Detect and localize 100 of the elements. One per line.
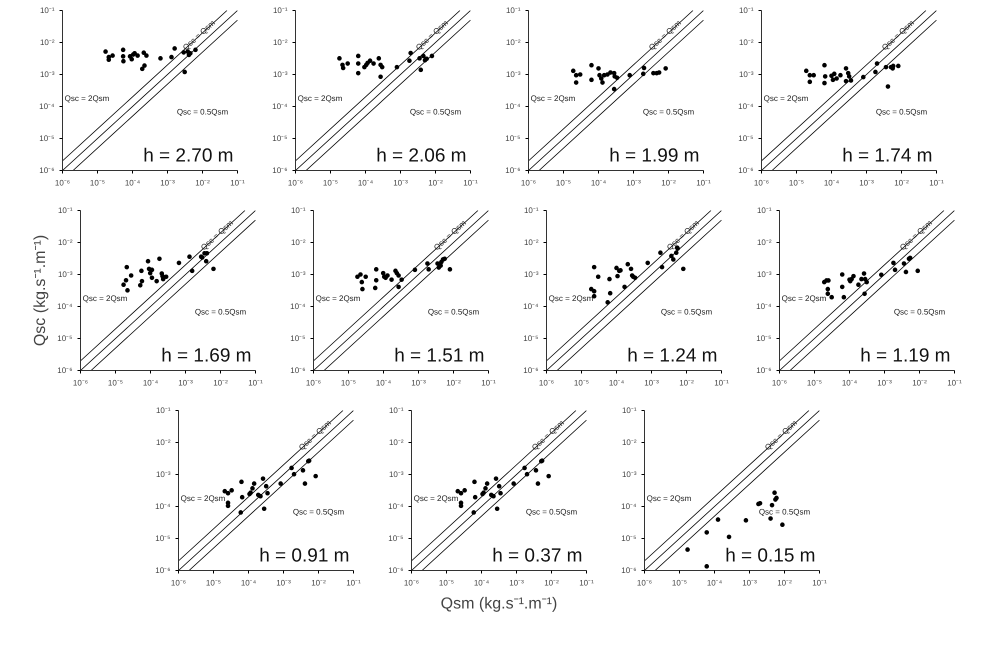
- y-tick-label: 10⁻²: [290, 238, 306, 247]
- y-tick-label: 10⁻⁶: [388, 566, 404, 575]
- annotation: h = 2.06 m: [376, 146, 467, 166]
- y-tick-label: 10⁻⁶: [523, 366, 539, 375]
- y-tick-label: 10⁻²: [622, 438, 637, 447]
- y-tick-label: 10⁻⁶: [290, 366, 306, 375]
- x-tick-label: 10⁻⁴: [240, 578, 257, 588]
- y-tick-label: 10⁻⁴: [738, 102, 754, 111]
- x-tick-label: 10⁻¹: [696, 178, 712, 188]
- x-tick-label: 10⁻⁵: [438, 578, 454, 588]
- y-tick-label: 10⁻⁶: [272, 166, 288, 175]
- y-tick-label: 10⁻²: [506, 38, 521, 47]
- annotation: Qsc = Qsm: [665, 218, 702, 252]
- y-tick-label: 10⁻³: [524, 270, 539, 279]
- annotation: Qsc = 2Qsm: [414, 494, 459, 503]
- y-tick-label: 10⁻¹: [756, 206, 772, 215]
- y-tick-label: 10⁻⁴: [290, 302, 306, 311]
- x-tick-label: 10⁻¹: [947, 378, 962, 388]
- annotation: Qsc = 2Qsm: [530, 94, 576, 103]
- y-tick-label: 10⁻⁴: [155, 502, 172, 511]
- annotation: Qsc = 2Qsm: [548, 294, 594, 303]
- y-tick-label: 10⁻³: [388, 470, 404, 479]
- annotation: Qsc = 0.5Qsm: [758, 508, 811, 517]
- y-tick-label: 10⁻⁶: [738, 166, 754, 175]
- y-tick-label: 10⁻¹: [156, 406, 171, 415]
- x-tick-label: 10⁻³: [178, 378, 194, 388]
- y-tick-label: 10⁻³: [272, 70, 288, 79]
- y-tick-label: 10⁻¹: [272, 6, 288, 15]
- y-tick-label: 10⁻³: [622, 470, 637, 479]
- y-tick-label: 10⁻⁵: [621, 534, 637, 543]
- y-tick-label: 10⁻¹: [388, 406, 404, 415]
- y-tick-label: 10⁻⁵: [290, 334, 306, 343]
- y-tick-label: 10⁻⁶: [505, 166, 521, 175]
- x-tick-label: 10⁻²: [195, 178, 210, 188]
- annotation: h = 1.69 m: [161, 346, 252, 366]
- y-tick-label: 10⁻⁴: [756, 302, 772, 311]
- y-tick-label: 10⁻²: [272, 38, 288, 47]
- annotation: Qsc = Qsm: [880, 18, 916, 52]
- y-tick-label: 10⁻²: [388, 438, 404, 447]
- annotation: h = 1.51 m: [394, 346, 485, 366]
- y-tick-label: 10⁻¹: [622, 406, 637, 415]
- x-tick-label: 10⁻⁴: [142, 378, 159, 388]
- x-tick-label: 10⁻⁵: [108, 378, 124, 388]
- annotation: Qsc = 2Qsm: [646, 494, 692, 503]
- x-tick-label: 10⁻¹: [714, 378, 730, 388]
- annotation: Qsc = 2Qsm: [82, 294, 128, 303]
- x-tick-label: 10⁻⁵: [322, 178, 338, 188]
- x-tick-label: 10⁻⁶: [772, 378, 788, 388]
- y-tick-label: 10⁻²: [738, 38, 754, 47]
- annotation: Qsc = Qsm: [763, 418, 800, 452]
- y-axis-title: Qsc (kg.s⁻¹.m⁻¹): [32, 234, 50, 346]
- y-tick-label: 10⁻¹: [738, 6, 754, 15]
- y-tick-label: 10⁻⁵: [272, 134, 288, 143]
- x-tick-label: 10⁻⁴: [590, 178, 607, 188]
- annotation: h = 1.74 m: [842, 146, 933, 166]
- y-tick-label: 10⁻⁵: [57, 334, 73, 343]
- x-tick-label: 10⁻⁴: [706, 578, 723, 588]
- y-tick-label: 10⁻³: [58, 270, 73, 279]
- y-tick-label: 10⁻³: [156, 470, 171, 479]
- y-tick-label: 10⁻⁵: [523, 334, 539, 343]
- x-tick-label: 10⁻¹: [463, 178, 478, 188]
- x-tick-label: 10⁻⁴: [608, 378, 625, 388]
- y-tick-label: 10⁻⁶: [39, 166, 55, 175]
- x-tick-label: 10⁻⁵: [806, 378, 822, 388]
- annotation: Qsc = 0.5Qsm: [894, 308, 946, 317]
- x-tick-label: 10⁻¹: [346, 578, 362, 588]
- x-tick-label: 10⁻³: [411, 378, 426, 388]
- x-tick-label: 10⁻²: [912, 378, 928, 388]
- x-tick-label: 10⁻⁵: [788, 178, 804, 188]
- annotation: Qsc = 0.5Qsm: [660, 308, 713, 317]
- y-tick-label: 10⁻²: [756, 238, 772, 247]
- x-tick-label: 10⁻⁵: [672, 578, 688, 588]
- x-tick-label: 10⁻²: [894, 178, 910, 188]
- y-tick-label: 10⁻⁴: [621, 502, 638, 511]
- annotation: Qsc = Qsm: [297, 418, 334, 452]
- annotation: h = 2.70 m: [143, 146, 234, 166]
- x-tick-label: 10⁻⁴: [474, 578, 490, 588]
- annotation: Qsc = Qsm: [414, 18, 450, 52]
- x-tick-label: 10⁻⁶: [636, 578, 652, 588]
- x-tick-label: 10⁻¹: [481, 378, 496, 388]
- annotation: Qsc = 0.5Qsm: [410, 108, 462, 117]
- y-tick-label: 10⁻⁴: [505, 102, 522, 111]
- x-tick-label: 10⁻⁵: [574, 378, 590, 388]
- annotation: Qsc = 2Qsm: [764, 94, 809, 103]
- y-tick-label: 10⁻⁴: [272, 102, 288, 111]
- y-tick-label: 10⁻²: [156, 438, 171, 447]
- x-tick-label: 10⁻⁶: [538, 378, 554, 388]
- annotation: Qsc = 2Qsm: [316, 294, 361, 303]
- x-tick-label: 10⁻¹: [248, 378, 264, 388]
- y-tick-label: 10⁻⁵: [505, 134, 521, 143]
- y-tick-label: 10⁻³: [738, 70, 754, 79]
- y-tick-label: 10⁻⁴: [57, 302, 74, 311]
- y-tick-label: 10⁻⁵: [756, 334, 772, 343]
- x-tick-label: 10⁻⁴: [358, 178, 374, 188]
- y-tick-label: 10⁻³: [756, 270, 772, 279]
- y-tick-label: 10⁻³: [40, 70, 55, 79]
- x-tick-label: 10⁻⁶: [404, 578, 420, 588]
- x-tick-label: 10⁻³: [877, 378, 892, 388]
- x-tick-label: 10⁻⁶: [170, 578, 186, 588]
- y-tick-label: 10⁻²: [524, 238, 539, 247]
